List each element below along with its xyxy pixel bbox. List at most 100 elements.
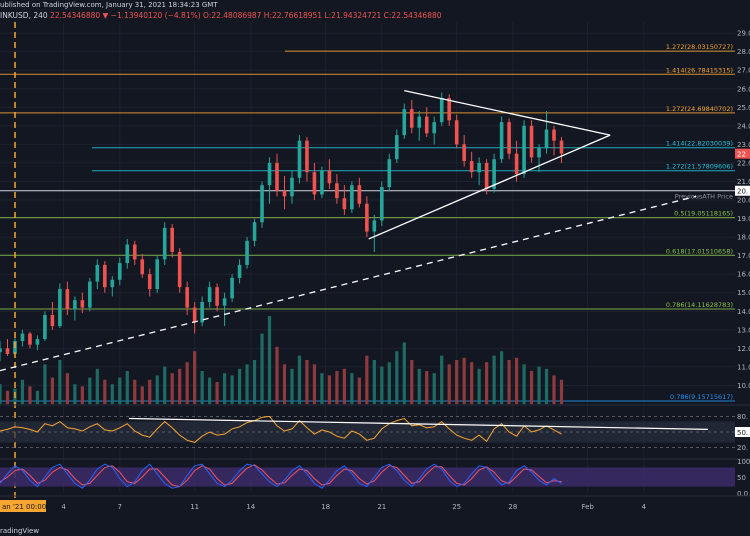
volume-bar xyxy=(425,371,429,404)
volume-bar xyxy=(193,351,197,404)
ath-price-marker xyxy=(735,185,750,196)
candle-body xyxy=(260,185,264,223)
drawings xyxy=(0,22,697,510)
price-tick-label: 10.0 xyxy=(737,382,750,390)
volume-bar xyxy=(275,346,279,404)
volume-bar xyxy=(110,384,114,404)
candle-body xyxy=(342,198,347,210)
volume-bar xyxy=(208,377,212,404)
volume-bar xyxy=(73,384,77,404)
candle-body xyxy=(499,122,504,160)
rsi-pane: 80.50.20.50. xyxy=(0,404,750,452)
candle-body xyxy=(402,109,407,136)
candle-body xyxy=(230,277,234,299)
candle-body xyxy=(522,125,526,175)
volume-bar xyxy=(470,362,474,404)
volume-bar xyxy=(163,366,167,404)
price-tick-label: 14.0 xyxy=(737,308,750,316)
candle-body xyxy=(35,339,40,345)
volume-bar xyxy=(282,364,287,404)
candle-body xyxy=(222,298,227,306)
candle-body xyxy=(484,162,489,189)
symbol-label: INKUSD, 240 xyxy=(0,11,48,20)
volume-bar xyxy=(507,360,511,404)
volume-bar xyxy=(485,362,489,404)
price-tick-label: 19.0 xyxy=(737,215,750,223)
candle-body xyxy=(192,307,197,323)
candle-body xyxy=(372,220,377,232)
volume-bar xyxy=(5,390,10,404)
volume-bar xyxy=(350,373,354,404)
candle-body xyxy=(447,98,451,121)
candle-body xyxy=(95,264,100,282)
current-price-label: 22 xyxy=(737,151,746,159)
candle-body xyxy=(80,300,85,308)
time-tick-label: 4 xyxy=(61,503,66,511)
candle-body xyxy=(365,203,369,232)
rsi-current-marker xyxy=(735,427,750,437)
candle-body xyxy=(417,116,422,128)
stoch-level-label: 100 xyxy=(737,458,750,466)
time-tick-label: 7 xyxy=(118,503,122,511)
volume-bar xyxy=(133,379,137,404)
volume-bar xyxy=(140,386,144,404)
candle-body xyxy=(327,170,332,184)
fib-level-label: 0.5(19.05118165) xyxy=(674,210,733,218)
time-tick-label: Feb xyxy=(581,503,594,511)
stoch-level-label: 50 xyxy=(737,474,746,482)
date-marker-label: an '21 00:00 xyxy=(2,503,46,511)
volume-bar xyxy=(230,375,234,404)
stoch-rsi-pane: 100 50 0.0 xyxy=(0,458,750,498)
candle-body xyxy=(454,120,459,145)
volume-bar xyxy=(327,375,332,404)
fib-levels: 1.272(28.03150727) 1.414(26.78415315) 1.27… xyxy=(0,43,735,402)
candle-body xyxy=(409,109,414,128)
chart-grid xyxy=(0,22,735,492)
volume-bar xyxy=(492,355,496,404)
price-tick-label: 12.0 xyxy=(737,345,750,353)
volume-bar xyxy=(35,390,40,404)
volume-bar xyxy=(559,379,564,404)
rsi-line xyxy=(0,415,562,443)
volume-bar xyxy=(320,373,324,404)
time-axis: 4 7 11 14 18 21 25 28 Feb 4 an '21 00:00 xyxy=(0,495,750,512)
volume-bar xyxy=(312,364,317,404)
candle-body xyxy=(544,129,549,149)
candle-body xyxy=(245,240,249,265)
price-tick-label: 21.0 xyxy=(737,178,750,186)
candle-body xyxy=(177,251,182,288)
price-tick-label: 16.0 xyxy=(737,271,750,279)
price-tick-label: 24.0 xyxy=(737,122,750,130)
ath-price-label: 20. xyxy=(737,188,748,196)
candle-body xyxy=(43,314,47,340)
stoch-level-label: 0.0 xyxy=(737,490,748,498)
volume-bar xyxy=(500,351,504,404)
volume-bar xyxy=(252,360,257,404)
candle-body xyxy=(335,183,339,199)
fib-level-label: 0.786(14.11628783) xyxy=(666,301,733,309)
candle-body xyxy=(58,289,62,327)
price-axis-bg xyxy=(735,22,750,492)
candle-body xyxy=(559,140,564,154)
fib-level-label: 1.272(21.57809606) xyxy=(666,163,733,171)
triangle-lower-trendline xyxy=(368,134,611,240)
volume-bar xyxy=(267,316,272,404)
volume-bar xyxy=(365,355,369,404)
fib-level-label: 1.272(28.03150727) xyxy=(666,43,733,51)
volume-bar xyxy=(50,377,55,404)
volume-bar xyxy=(395,351,399,404)
candle-body xyxy=(552,129,556,141)
price-tick-label: 29.0 xyxy=(737,30,750,38)
volume-bar xyxy=(245,364,249,404)
candle-body xyxy=(162,227,167,260)
candle-body xyxy=(320,170,324,195)
candle-body xyxy=(88,281,92,308)
volume-bar xyxy=(88,377,92,404)
tradingview-brand: radingView xyxy=(0,527,40,535)
volume-bar xyxy=(185,362,189,404)
current-price-marker xyxy=(735,148,750,159)
candle-body xyxy=(200,302,204,323)
candle-body xyxy=(305,140,309,173)
volume-bar xyxy=(43,364,47,404)
